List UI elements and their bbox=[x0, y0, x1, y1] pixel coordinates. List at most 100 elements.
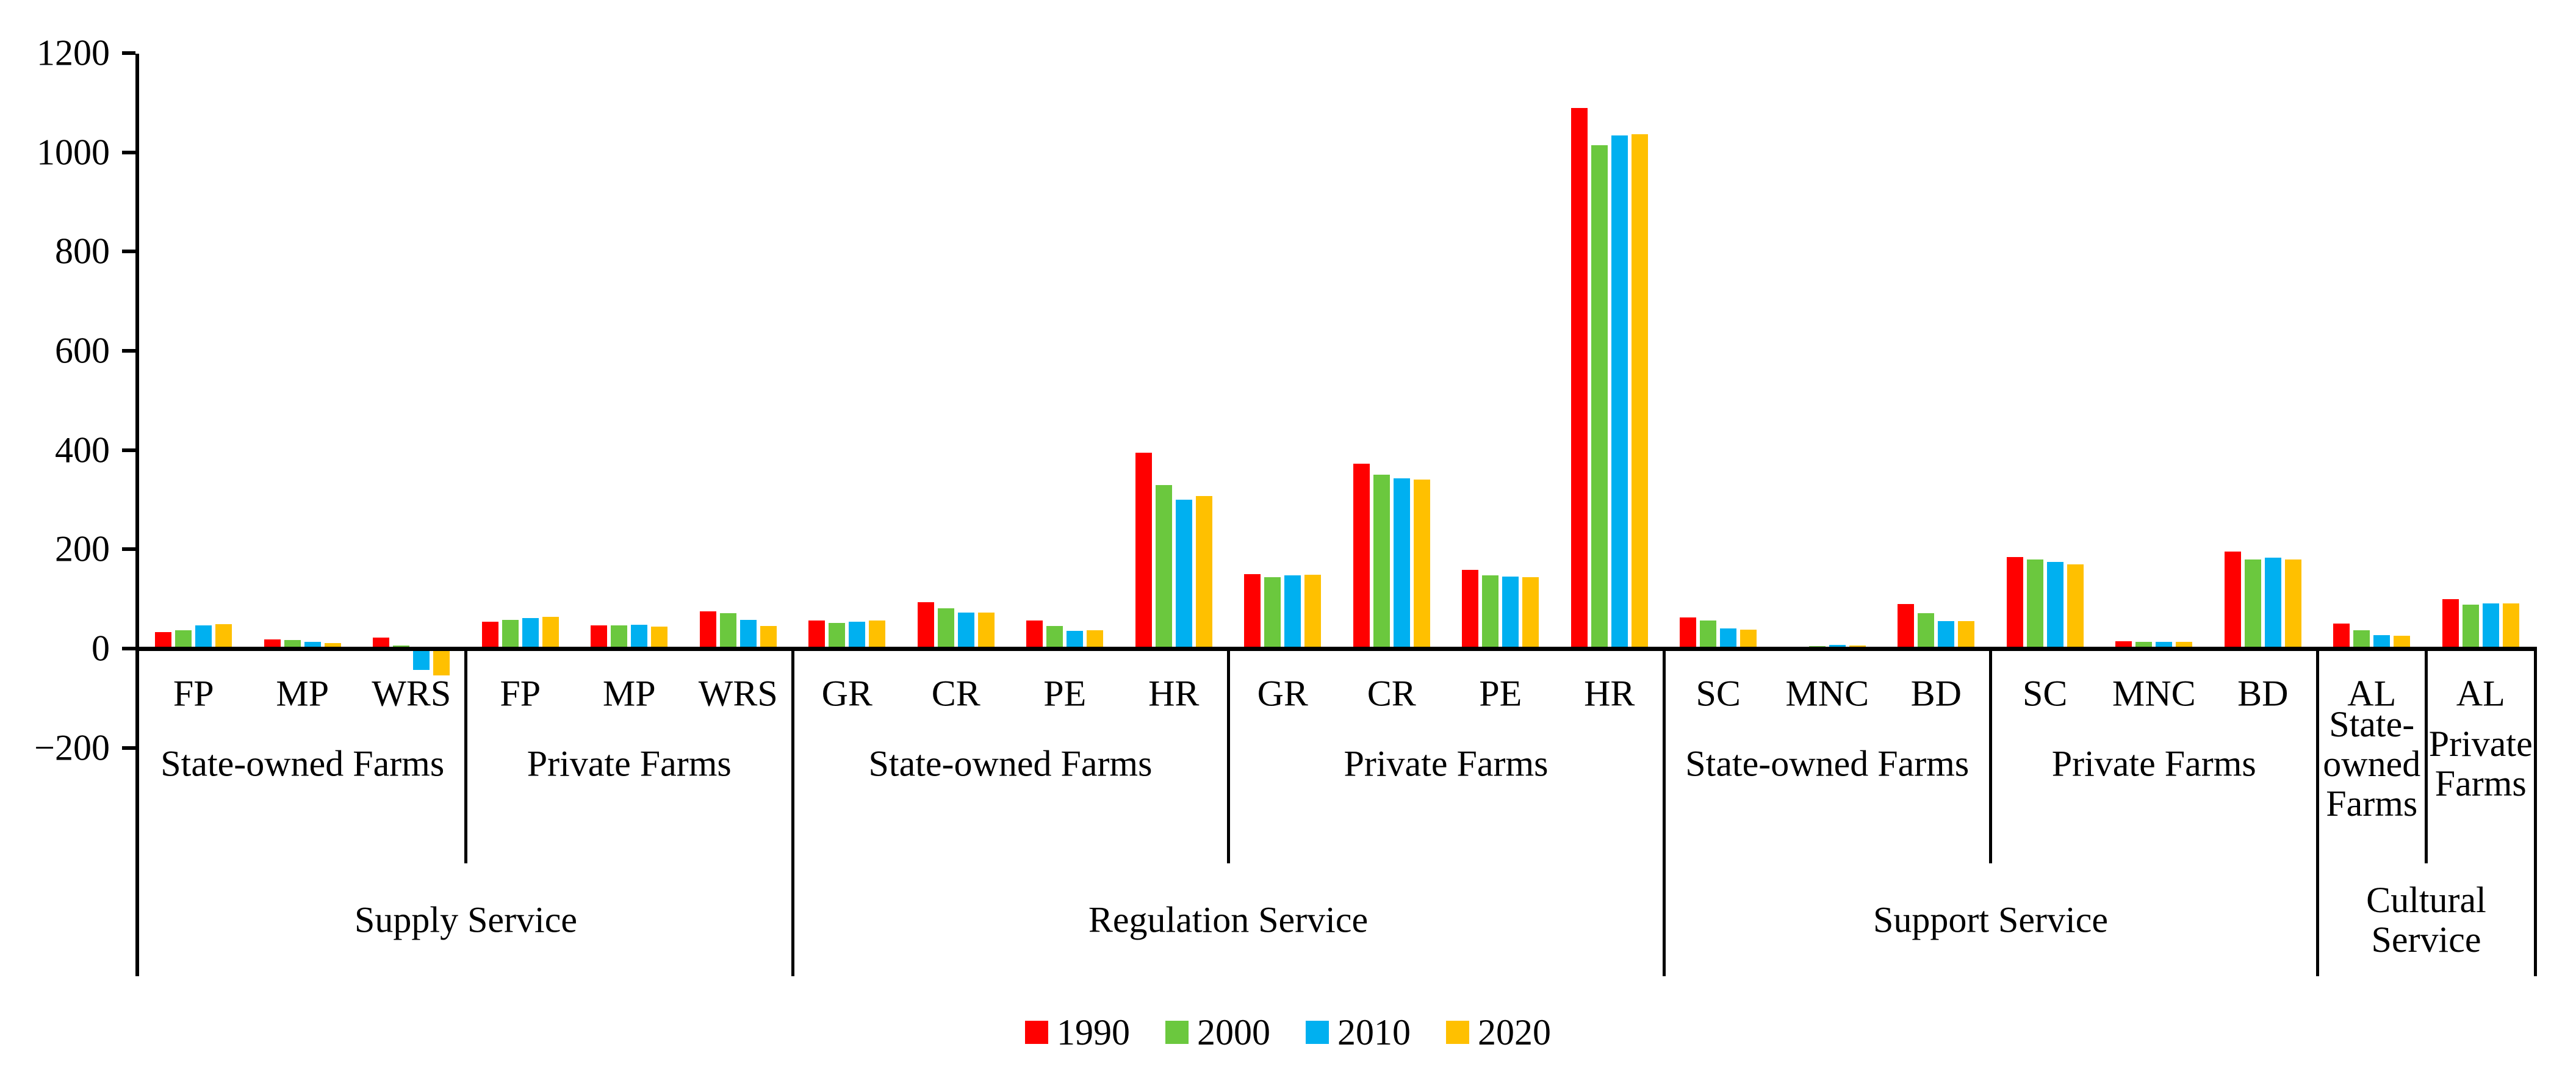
bar-cultural-state-AL-2020 bbox=[2394, 635, 2411, 649]
service-separator-line bbox=[791, 647, 794, 976]
legend-item-1990: 1990 bbox=[1025, 1014, 1130, 1051]
category-label-FP: FP bbox=[173, 673, 214, 714]
bar-supply-state-WRS-1990 bbox=[373, 638, 390, 649]
y-axis-tick-label: 600 bbox=[55, 330, 110, 371]
service-group-label: Supply Service bbox=[354, 899, 577, 940]
bar-cultural-private-AL-2000 bbox=[2462, 605, 2479, 649]
legend-label-1990: 1990 bbox=[1057, 1012, 1130, 1052]
bar-supply-state-MP-1990 bbox=[264, 639, 281, 649]
bar-regulation-private-HR-1990 bbox=[1570, 107, 1588, 649]
bar-regulation-private-PE-2010 bbox=[1502, 577, 1519, 649]
bar-support-private-MNC-1990 bbox=[2115, 641, 2132, 649]
farm-separator-line bbox=[464, 647, 467, 863]
y-axis-tick bbox=[122, 250, 135, 254]
bar-support-private-SC-2000 bbox=[2026, 559, 2043, 649]
bar-supply-private-MP-2020 bbox=[651, 627, 668, 649]
bar-supply-private-FP-1990 bbox=[481, 622, 498, 649]
service-group-label: Cultural Service bbox=[2366, 880, 2486, 960]
y-axis-tick bbox=[122, 349, 135, 353]
bar-cultural-private-AL-1990 bbox=[2442, 599, 2459, 649]
bar-regulation-state-PE-2010 bbox=[1067, 630, 1084, 649]
bar-support-state-BD-2020 bbox=[1958, 621, 1975, 649]
legend-swatch-1990 bbox=[1025, 1021, 1048, 1044]
bar-regulation-state-CR-2010 bbox=[957, 612, 974, 649]
bar-regulation-state-CR-1990 bbox=[917, 602, 934, 649]
bar-regulation-private-GR-1990 bbox=[1244, 574, 1261, 649]
bar-support-state-SC-1990 bbox=[1680, 617, 1697, 649]
bar-regulation-state-GR-2000 bbox=[829, 622, 846, 649]
category-label-BD: BD bbox=[1910, 673, 1962, 714]
bar-supply-private-WRS-2000 bbox=[719, 613, 736, 649]
bar-regulation-private-CR-1990 bbox=[1353, 464, 1370, 649]
bar-regulation-private-CR-2000 bbox=[1373, 475, 1390, 649]
farm-separator-line bbox=[1989, 647, 1992, 863]
bar-supply-state-FP-2020 bbox=[215, 624, 232, 649]
bar-supply-state-FP-2010 bbox=[195, 625, 212, 649]
bar-supply-private-FP-2010 bbox=[522, 617, 539, 649]
bar-regulation-state-PE-2000 bbox=[1046, 626, 1063, 649]
legend-swatch-2010 bbox=[1306, 1021, 1329, 1044]
y-axis-line bbox=[135, 54, 139, 976]
category-label-SC: SC bbox=[2023, 673, 2068, 714]
bar-regulation-private-PE-2000 bbox=[1482, 575, 1499, 649]
y-axis-tick-label: 1000 bbox=[37, 132, 110, 173]
bar-regulation-private-HR-2010 bbox=[1611, 135, 1628, 649]
bar-supply-private-MP-2010 bbox=[631, 624, 648, 649]
bar-support-private-BD-1990 bbox=[2224, 551, 2241, 649]
y-axis-tick-label: 800 bbox=[55, 231, 110, 272]
legend-swatch-2020 bbox=[1446, 1021, 1469, 1044]
legend-label-2020: 2020 bbox=[1478, 1012, 1551, 1052]
bar-cultural-private-AL-2020 bbox=[2502, 603, 2519, 649]
bar-regulation-state-HR-2010 bbox=[1175, 500, 1192, 649]
farm-group-label: State-owned Farms bbox=[1685, 743, 1970, 784]
farm-group-label: State-owned Farms bbox=[160, 743, 445, 784]
bar-regulation-private-GR-2020 bbox=[1304, 574, 1322, 649]
farm-separator-line bbox=[1226, 647, 1230, 863]
bar-regulation-private-PE-1990 bbox=[1462, 570, 1479, 649]
service-group-label: Support Service bbox=[1873, 899, 2108, 940]
bar-regulation-state-HR-2020 bbox=[1195, 496, 1212, 649]
category-label-MP: MP bbox=[602, 673, 656, 714]
y-axis-tick-label: 200 bbox=[55, 528, 110, 569]
category-label-FP: FP bbox=[500, 673, 541, 714]
bar-supply-private-WRS-2010 bbox=[739, 619, 757, 649]
y-axis-tick-label: −200 bbox=[34, 727, 110, 768]
bar-support-private-SC-2020 bbox=[2067, 564, 2084, 649]
service-separator-line bbox=[2533, 647, 2537, 976]
bar-support-private-MNC-2000 bbox=[2135, 641, 2153, 649]
legend-label-2000: 2000 bbox=[1197, 1012, 1270, 1052]
legend-item-2010: 2010 bbox=[1306, 1014, 1411, 1051]
farm-group-label: Private Farms bbox=[2051, 743, 2256, 784]
bar-supply-state-WRS-2020 bbox=[433, 649, 450, 675]
bar-support-state-BD-2010 bbox=[1938, 621, 1955, 649]
category-label-GR: GR bbox=[821, 673, 872, 714]
y-axis-tick-label: 1200 bbox=[37, 32, 110, 73]
bar-support-private-SC-1990 bbox=[2006, 557, 2023, 649]
bar-supply-private-WRS-2020 bbox=[760, 625, 777, 649]
legend-swatch-2000 bbox=[1165, 1021, 1189, 1044]
bar-regulation-private-PE-2020 bbox=[1522, 577, 1539, 649]
legend-item-2000: 2000 bbox=[1165, 1014, 1270, 1051]
category-label-HR: HR bbox=[1584, 673, 1635, 714]
bar-cultural-private-AL-2010 bbox=[2482, 603, 2499, 649]
x-axis-baseline bbox=[135, 647, 2535, 651]
bar-supply-private-FP-2020 bbox=[542, 616, 559, 649]
farm-group-label: Private Farms bbox=[2428, 724, 2533, 804]
bar-support-private-MNC-2020 bbox=[2176, 641, 2193, 649]
bar-support-private-BD-2020 bbox=[2284, 559, 2301, 649]
bar-regulation-private-CR-2020 bbox=[1413, 479, 1430, 649]
bar-regulation-state-GR-1990 bbox=[808, 621, 826, 649]
y-axis-tick bbox=[122, 448, 135, 452]
legend-label-2010: 2010 bbox=[1337, 1012, 1411, 1052]
bar-support-state-BD-1990 bbox=[1898, 603, 1915, 649]
farm-separator-line bbox=[2425, 647, 2428, 863]
y-axis-tick bbox=[122, 150, 135, 154]
bar-regulation-state-GR-2010 bbox=[849, 622, 866, 649]
category-label-MP: MP bbox=[276, 673, 329, 714]
category-label-PE: PE bbox=[1043, 673, 1087, 714]
bar-support-private-SC-2010 bbox=[2046, 562, 2063, 649]
bar-regulation-state-PE-2020 bbox=[1087, 630, 1104, 649]
category-label-MNC: MNC bbox=[1785, 673, 1869, 714]
bar-supply-private-MP-1990 bbox=[591, 625, 608, 649]
